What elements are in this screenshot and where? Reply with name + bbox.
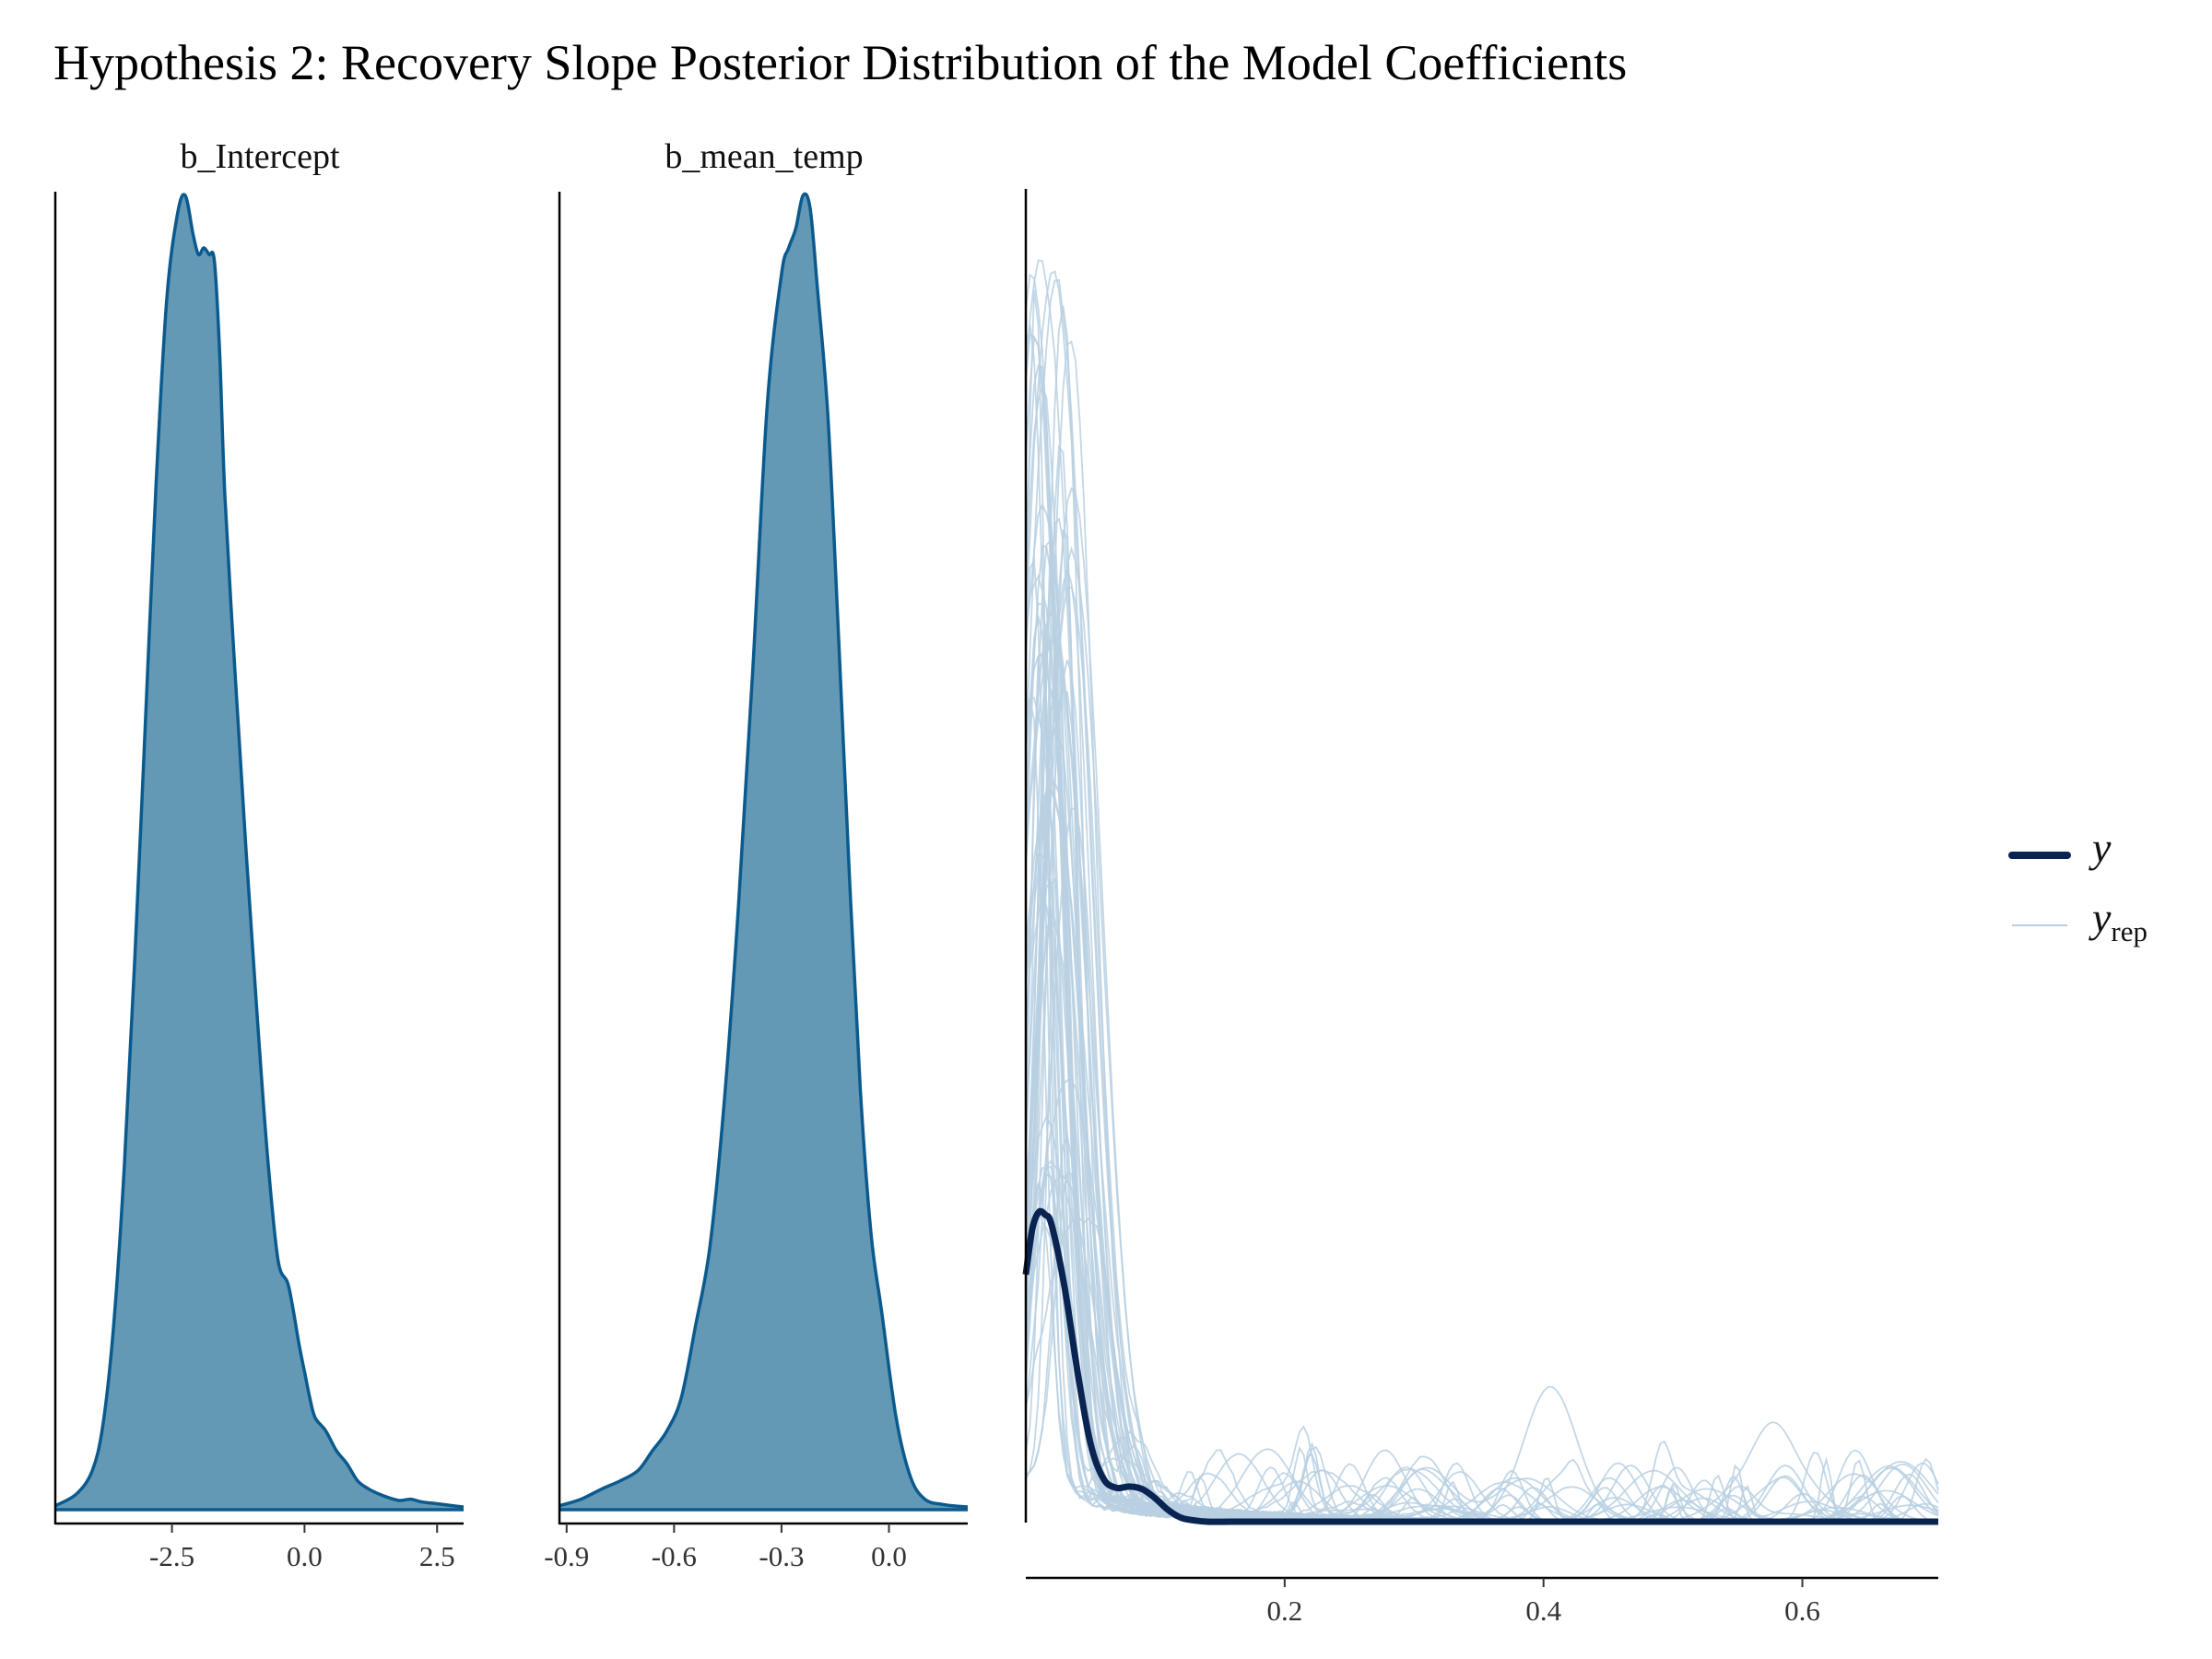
yrep-draw — [1025, 1206, 1939, 1523]
x-tick-label: 0.6 — [1784, 1594, 1820, 1627]
yrep-draw — [1025, 273, 1938, 1523]
yrep-draw — [1025, 1174, 1938, 1523]
yrep-draw — [1025, 659, 1938, 1523]
yrep-draw — [1025, 567, 1938, 1523]
yrep-draw — [1025, 602, 1939, 1523]
yrep-draw — [1025, 1159, 1938, 1523]
x-tick-label: 0.0 — [287, 1540, 323, 1572]
yrep-draw — [1025, 586, 1938, 1523]
yrep-draw — [1025, 278, 1939, 1523]
yrep-draw — [1025, 781, 1938, 1523]
yrep-draw — [1025, 891, 1938, 1523]
legend-label-yrep: yrep — [2088, 894, 2147, 947]
density-area-b-intercept — [54, 193, 465, 1512]
yrep-draw — [1025, 289, 1939, 1523]
yrep-draw — [1025, 807, 1938, 1523]
x-tick-label: -0.6 — [652, 1540, 697, 1572]
chart-title: Hypothesis 2: Recovery Slope Posterior D… — [53, 35, 1627, 90]
yrep-draw — [1025, 637, 1938, 1523]
yrep-draw — [1025, 487, 1938, 1523]
yrep-draw — [1025, 364, 1938, 1523]
density-fill — [559, 194, 968, 1510]
yrep-draw — [1025, 270, 1938, 1523]
yrep-draw — [1025, 660, 1938, 1523]
yrep-draw — [1025, 1163, 1939, 1523]
panel-b-mean-temp: b_mean_temp -0.9 -0.6 -0.3 0.0 — [544, 137, 969, 1572]
yrep-draw — [1025, 545, 1938, 1523]
yrep-draw — [1025, 697, 1939, 1523]
yrep-draw — [1025, 610, 1938, 1523]
density-curve — [54, 193, 465, 1509]
y-observed-line — [1022, 1207, 1938, 1525]
yrep-draw — [1025, 700, 1938, 1523]
yrep-draw — [1025, 917, 1938, 1523]
x-tick-label: 0.4 — [1525, 1594, 1561, 1627]
yrep-draw — [1025, 335, 1938, 1523]
yrep-draw — [1025, 565, 1938, 1523]
yrep-draw — [1025, 573, 1938, 1523]
x-tick-label: 0.2 — [1266, 1594, 1302, 1627]
x-tick-label: 2.5 — [419, 1540, 455, 1572]
x-tick-label: -0.3 — [759, 1540, 804, 1572]
yrep-draw — [1025, 340, 1938, 1523]
yrep-draw — [1025, 1172, 1939, 1523]
x-axis-ticks: -2.5 0.0 2.5 — [149, 1524, 455, 1572]
density-area-b-mean-temp — [559, 192, 969, 1512]
yrep-draw — [1025, 502, 1938, 1523]
yrep-draw — [1025, 641, 1938, 1523]
yrep-draw — [1025, 305, 1939, 1523]
x-axis-ticks: 0.2 0.4 0.6 — [1266, 1578, 1820, 1627]
yrep-draw — [1025, 546, 1938, 1523]
yrep-draw — [1025, 788, 1938, 1523]
x-tick-label: -0.9 — [544, 1540, 589, 1572]
yrep-draw — [1025, 653, 1938, 1523]
yrep-draw — [1025, 1165, 1938, 1523]
yrep-draw — [1025, 651, 1939, 1523]
x-tick-label: 0.0 — [871, 1540, 907, 1572]
yrep-draw — [1025, 1182, 1938, 1523]
facet-label-b-mean-temp: b_mean_temp — [665, 137, 863, 176]
density-fill — [55, 194, 464, 1511]
yrep-draw — [1025, 529, 1938, 1523]
yrep-draw — [1025, 877, 1938, 1523]
legend-label-y: y — [2088, 824, 2112, 871]
yrep-draw — [1025, 382, 1938, 1523]
x-tick-label: -2.5 — [149, 1540, 194, 1572]
yrep-draw — [1025, 333, 1938, 1523]
yrep-draw — [1025, 1217, 1938, 1523]
yrep-draw — [1025, 787, 1938, 1523]
yrep-draw — [1025, 689, 1938, 1523]
panel-b-intercept: b_Intercept -2.5 0.0 2.5 — [53, 137, 465, 1572]
yrep-draw — [1025, 517, 1938, 1523]
yrep-draw — [1025, 538, 1938, 1523]
yrep-draw — [1025, 616, 1938, 1523]
yrep-draw — [1025, 878, 1938, 1523]
yrep-draw — [1025, 443, 1938, 1523]
density-curve — [559, 192, 969, 1509]
yrep-draw — [1025, 557, 1938, 1523]
panel-posterior-predictive: 0.2 0.4 0.6 — [1022, 189, 1939, 1627]
facet-label-b-intercept: b_Intercept — [180, 137, 339, 176]
yrep-draw — [1025, 725, 1939, 1523]
ppc-lines — [1022, 259, 1939, 1525]
legend: y yrep — [2008, 824, 2147, 947]
yrep-draw — [1025, 1079, 1938, 1523]
yrep-draw — [1025, 259, 1938, 1523]
yrep-draw — [1025, 853, 1939, 1523]
yrep-draw — [1025, 1171, 1938, 1523]
yrep-draw — [1025, 924, 1938, 1523]
x-axis-ticks: -0.9 -0.6 -0.3 0.0 — [544, 1524, 907, 1572]
yrep-draw — [1025, 324, 1938, 1523]
